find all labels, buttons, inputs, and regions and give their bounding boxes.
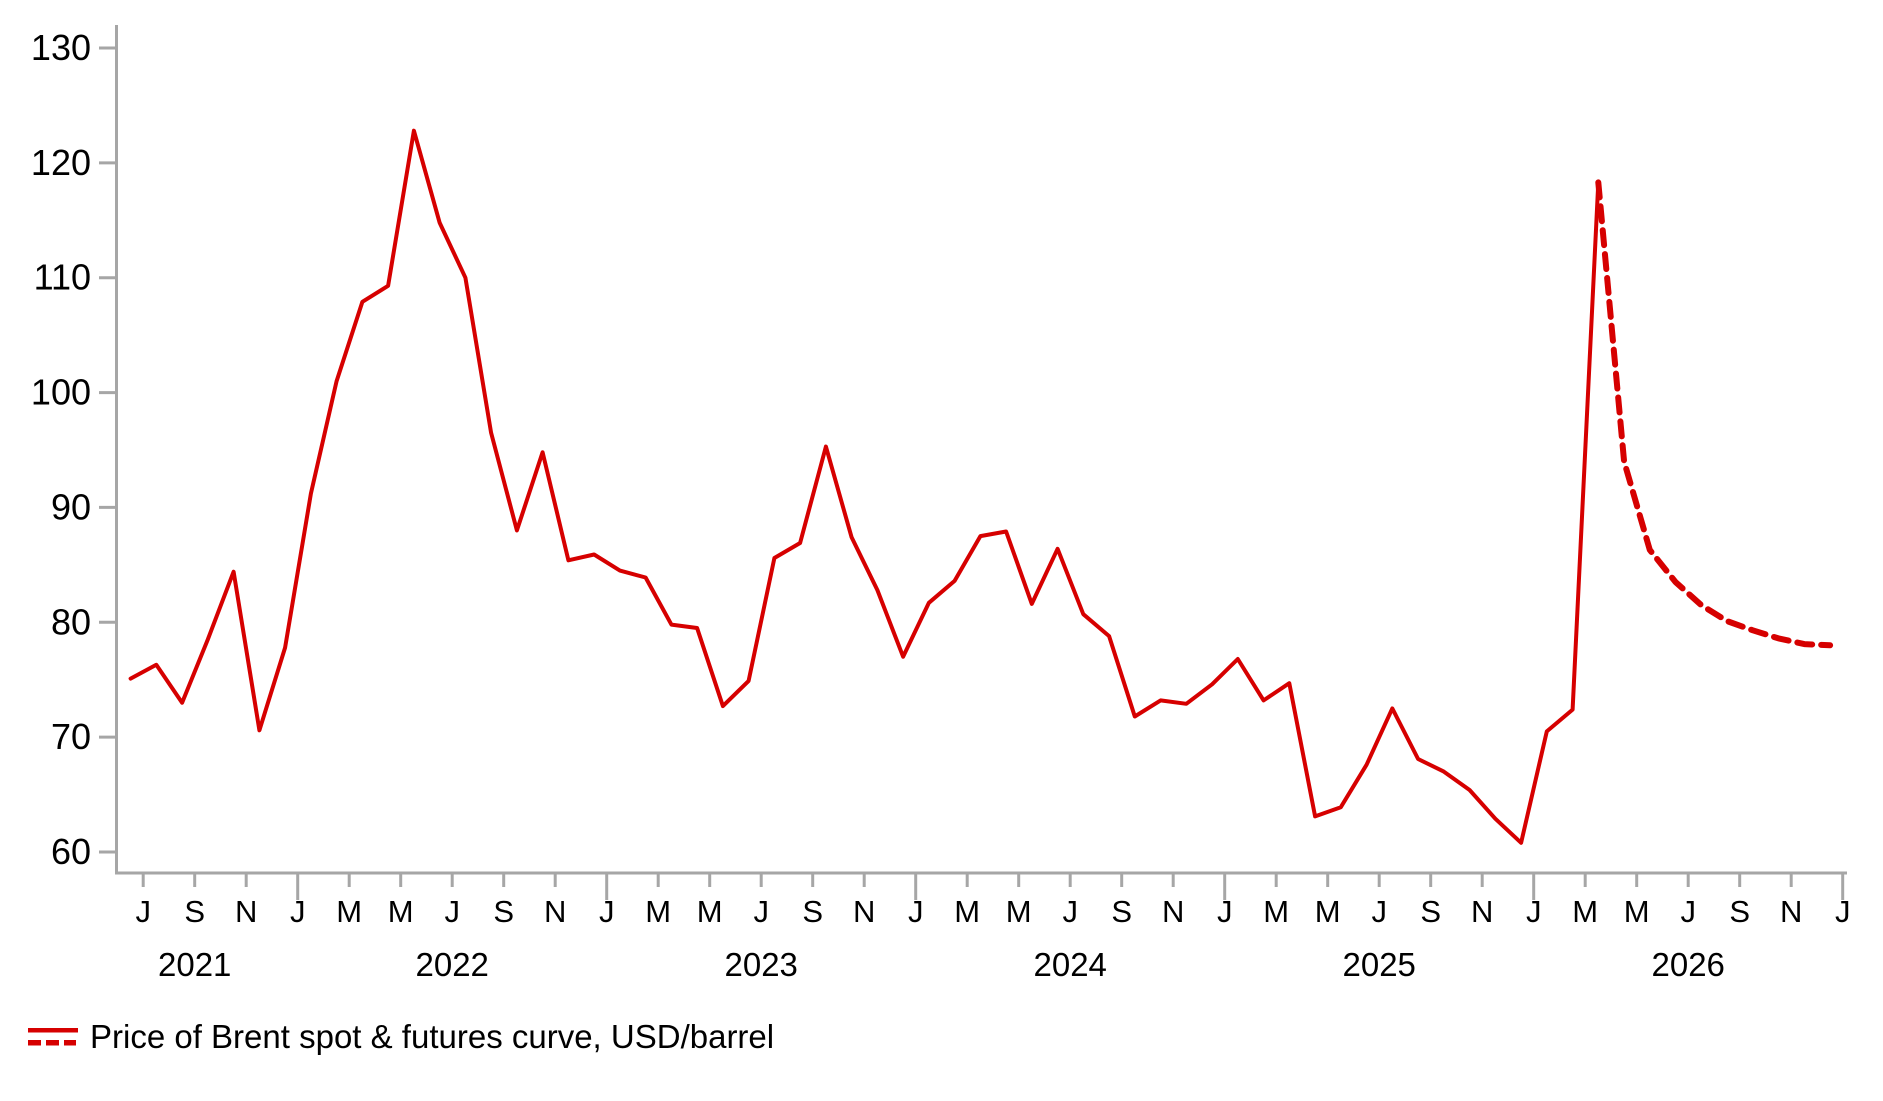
- y-tick-label: 60: [51, 831, 91, 872]
- x-axis-ticks: [141, 874, 1845, 900]
- month-label: M: [1315, 894, 1341, 929]
- month-label: M: [1572, 894, 1598, 929]
- month-label: J: [1371, 894, 1387, 929]
- month-label: S: [184, 894, 205, 929]
- y-tick-label: 100: [31, 372, 91, 413]
- month-label: M: [336, 894, 362, 929]
- month-label: S: [1729, 894, 1750, 929]
- month-label: S: [802, 894, 823, 929]
- legend-solid-line-swatch: [28, 1028, 78, 1033]
- month-label: J: [1526, 894, 1542, 929]
- year-label: 2021: [158, 946, 231, 983]
- legend: Price of Brent spot & futures curve, USD…: [28, 1018, 774, 1056]
- month-label: N: [853, 894, 875, 929]
- y-tick-label: 130: [31, 27, 91, 68]
- month-label: M: [645, 894, 671, 929]
- y-axis-labels: 60 70 80 90 100 110 120 130: [31, 27, 91, 872]
- month-label: N: [235, 894, 257, 929]
- month-label: J: [1217, 894, 1233, 929]
- data-series: [128, 128, 1834, 845]
- month-label: M: [697, 894, 723, 929]
- year-label: 2023: [724, 946, 797, 983]
- y-tick-label: 120: [31, 142, 91, 183]
- month-label: N: [1780, 894, 1802, 929]
- month-label: J: [444, 894, 460, 929]
- year-label: 2022: [415, 946, 488, 983]
- month-label: M: [1006, 894, 1032, 929]
- x-axis-year-labels: 2021 2022 2023 2024 2025 2026: [158, 946, 1725, 983]
- month-label: J: [135, 894, 151, 929]
- legend-dash-swatch: [28, 1040, 41, 1046]
- month-label: N: [1162, 894, 1184, 929]
- month-label: N: [1471, 894, 1493, 929]
- legend-line-icon: [28, 1028, 78, 1046]
- legend-dash-swatch: [64, 1040, 76, 1046]
- month-label: S: [493, 894, 514, 929]
- futures-series-line: [1595, 179, 1834, 649]
- legend-dash-swatch: [46, 1040, 59, 1046]
- y-tick-label: 90: [51, 486, 91, 527]
- spot-series-line: [128, 128, 1601, 845]
- month-label: J: [908, 894, 924, 929]
- month-label: S: [1111, 894, 1132, 929]
- month-label: M: [954, 894, 980, 929]
- y-tick-label: 70: [51, 716, 91, 757]
- month-label: J: [1062, 894, 1078, 929]
- month-label: J: [1835, 894, 1851, 929]
- month-label: J: [1680, 894, 1696, 929]
- y-tick-label: 110: [34, 257, 91, 298]
- month-label: J: [753, 894, 769, 929]
- y-axis-ticks: [99, 46, 117, 854]
- legend-label: Price of Brent spot & futures curve, USD…: [90, 1018, 775, 1055]
- y-tick-label: 80: [51, 601, 91, 642]
- month-label: S: [1420, 894, 1441, 929]
- month-label: M: [388, 894, 414, 929]
- month-label: M: [1624, 894, 1650, 929]
- axes: [115, 25, 1847, 875]
- month-label: N: [544, 894, 566, 929]
- year-label: 2026: [1651, 946, 1724, 983]
- month-label: J: [599, 894, 615, 929]
- year-label: 2025: [1342, 946, 1415, 983]
- month-label: M: [1263, 894, 1289, 929]
- year-label: 2024: [1033, 946, 1106, 983]
- month-label: J: [290, 894, 306, 929]
